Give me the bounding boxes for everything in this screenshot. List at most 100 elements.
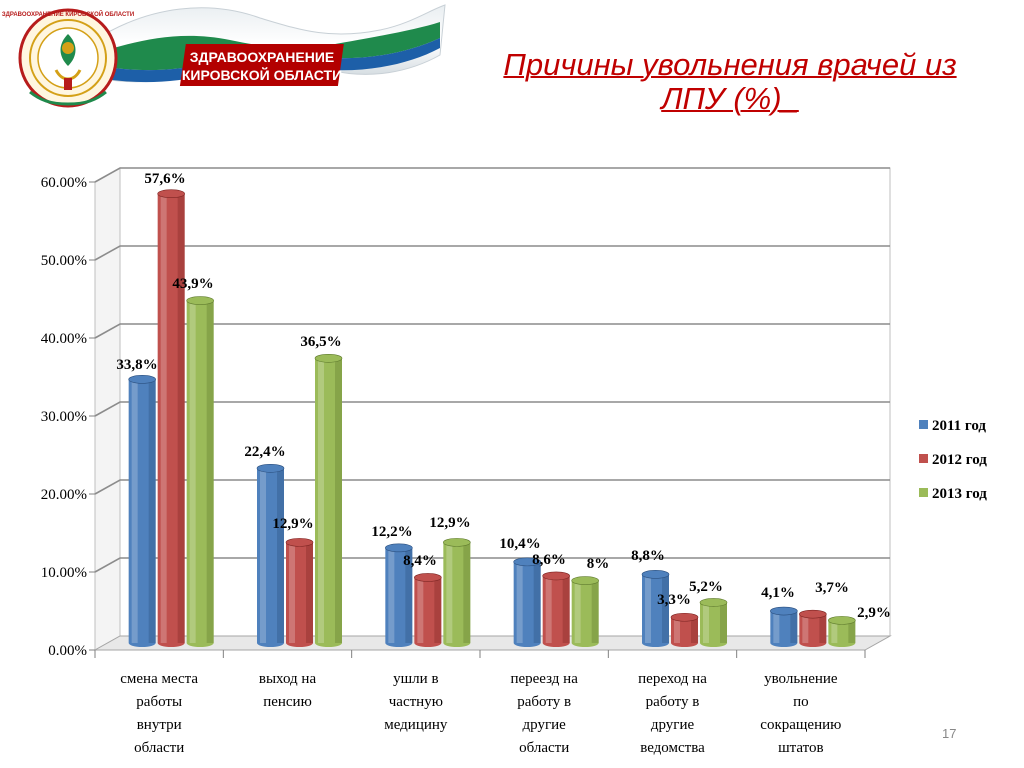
banner-line2: КИРОВСКОЙ ОБЛАСТИ	[182, 66, 342, 83]
bar-shadow	[306, 542, 313, 643]
y-tick-label: 20.00%	[41, 487, 87, 503]
legend-swatch	[919, 488, 928, 497]
gridline	[94, 167, 890, 183]
x-tick-label: внутри	[137, 717, 182, 733]
data-label: 12,9%	[272, 516, 313, 532]
gridline	[94, 245, 890, 261]
data-label: 43,9%	[172, 276, 213, 292]
bar-highlight	[260, 468, 266, 643]
y-tick-label: 30.00%	[41, 409, 87, 425]
bar-cap	[414, 573, 442, 582]
bar	[513, 557, 541, 647]
gridline	[94, 557, 890, 573]
bar-body	[315, 358, 342, 647]
bar-cap	[799, 609, 827, 619]
y-tick-label: 40.00%	[41, 331, 87, 347]
data-labels: 33,8% 22,4% 12,2% 10,4% 8,8% 4,1% 57,6% 12,9% 8,…	[116, 171, 891, 621]
bar	[571, 576, 599, 647]
bar-shadow	[691, 617, 698, 643]
data-label: 36,5%	[300, 334, 341, 350]
data-label: 2,9%	[857, 605, 891, 621]
data-label: 3,7%	[815, 580, 849, 596]
x-tick-label: пенсию	[263, 694, 312, 710]
gridline	[94, 479, 890, 495]
bar-highlight	[289, 542, 295, 643]
chart-gridlines	[94, 167, 890, 573]
bar-body	[157, 193, 185, 647]
bar	[256, 463, 285, 647]
legend-label: 2012 год	[932, 452, 987, 468]
bar-cap	[670, 612, 699, 622]
x-tick-label: ведомства	[640, 740, 705, 756]
bar	[799, 609, 827, 647]
bar-highlight	[318, 358, 324, 643]
x-axis-labels: смена места работы внутри области выход на пе…	[94, 650, 866, 756]
bar-highlight	[773, 611, 780, 643]
header-logo: ЗДРАВООХРАНЕНИЕ КИРОВСКОЙ ОБЛАСТИ ЗДРАВО…	[2, 4, 446, 108]
x-tick-label: переезд на	[510, 671, 578, 687]
x-tick-label: медицину	[384, 717, 448, 733]
emblem-ring-text: ЗДРАВООХРАНЕНИЕ КИРОВСКОЙ ОБЛАСТИ	[2, 10, 134, 18]
x-tick-label: сокращению	[760, 717, 841, 733]
bar-cap	[699, 598, 728, 607]
x-tick-label: области	[134, 740, 184, 756]
y-tick-label: 60.00%	[41, 175, 87, 191]
x-tick-label: по	[793, 694, 809, 710]
gridline	[94, 401, 890, 417]
x-tick-label: частную	[389, 694, 443, 710]
bar-cap	[443, 538, 471, 547]
x-tick-label: штатов	[778, 740, 824, 756]
y-axis-ticks: 0.00% 10.00% 20.00% 30.00% 40.00% 50.00% 60.00…	[41, 175, 95, 659]
bar-cap	[256, 463, 285, 473]
bar-shadow	[206, 300, 214, 643]
bar-shadow	[277, 468, 284, 643]
bar-cap	[571, 576, 599, 585]
chart-side-wall	[94, 167, 121, 651]
bar	[157, 189, 185, 647]
bar-body	[700, 602, 727, 647]
bar	[186, 296, 214, 647]
bar-cap	[641, 570, 670, 579]
bar-body	[542, 575, 570, 647]
bar-body	[770, 611, 798, 647]
data-label: 33,8%	[116, 357, 157, 373]
bar	[670, 612, 699, 647]
bar	[641, 570, 670, 647]
bar-shadow	[819, 614, 827, 643]
bar-cap	[828, 616, 856, 625]
data-label: 8,8%	[631, 548, 665, 564]
x-tick-label: работу в	[517, 694, 571, 710]
legend-swatch	[919, 454, 928, 463]
gridline	[94, 323, 890, 339]
banner-plate	[179, 44, 344, 86]
bar-highlight	[831, 620, 838, 643]
bar-shadow	[662, 574, 669, 643]
chart-bars	[128, 189, 856, 647]
bar-body	[257, 468, 284, 647]
bar-highlight	[645, 574, 651, 643]
bar-highlight	[703, 602, 709, 643]
data-label: 5,2%	[689, 579, 723, 595]
x-tick-label: выход на	[259, 671, 317, 687]
bar-cap	[314, 353, 343, 363]
bar-shadow	[434, 577, 442, 643]
bar	[385, 543, 413, 647]
bar-body	[186, 300, 214, 647]
x-tick-label: смена места	[120, 671, 198, 687]
data-label: 12,2%	[371, 524, 412, 540]
bar	[542, 571, 570, 647]
data-label: 8%	[587, 556, 610, 572]
bar-shadow	[790, 611, 798, 643]
bar-highlight	[417, 577, 424, 643]
bar-cap	[542, 571, 570, 581]
bar	[314, 353, 343, 647]
bar-cap	[128, 375, 156, 384]
bar-highlight	[545, 575, 552, 643]
data-label: 8,4%	[403, 553, 437, 569]
bar	[285, 538, 314, 647]
bar	[828, 616, 856, 647]
bar-highlight	[388, 547, 395, 643]
x-tick-label: работу в	[646, 694, 700, 710]
bar-highlight	[802, 614, 809, 643]
bar	[443, 538, 471, 647]
